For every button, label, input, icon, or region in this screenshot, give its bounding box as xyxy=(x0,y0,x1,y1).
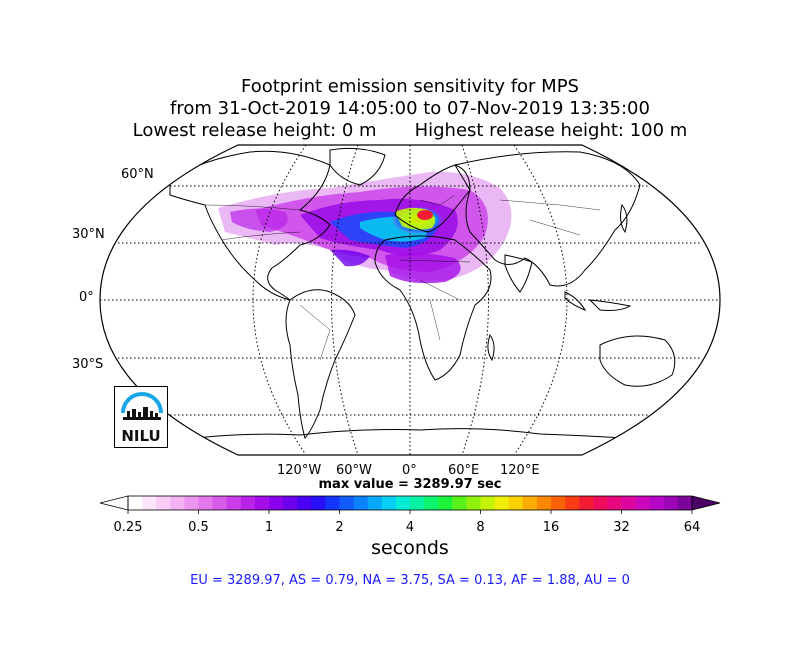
colorbar-cell xyxy=(170,496,185,510)
colorbar-cell xyxy=(565,496,580,510)
colorbar-label: seconds xyxy=(371,537,449,559)
colorbar-cell xyxy=(353,496,369,510)
colorbar-under-arrow xyxy=(99,495,129,511)
colorbar-tick-label: 16 xyxy=(542,520,560,535)
colorbar-cell xyxy=(254,496,270,510)
colorbar-cell xyxy=(635,496,651,510)
colorbar-cells xyxy=(128,496,693,510)
lat-label-0: 0° xyxy=(79,290,94,305)
nilu-logo: NILU xyxy=(114,386,168,448)
colorbar-tick-label: 32 xyxy=(613,520,630,535)
colorbar xyxy=(99,495,721,514)
colorbar-tick-label: 1 xyxy=(264,520,274,535)
colorbar-cell xyxy=(156,496,171,510)
colorbar-cell xyxy=(536,496,552,510)
lon-label-60e: 60°E xyxy=(448,463,480,478)
colorbar-cell xyxy=(381,496,397,510)
colorbar-cell xyxy=(297,496,312,510)
colorbar-over-arrow xyxy=(691,495,721,511)
lat-label-30n: 30°N xyxy=(72,227,105,242)
colorbar-cell xyxy=(184,496,199,510)
lon-label-120w: 120°W xyxy=(277,463,322,478)
map-globe xyxy=(99,144,721,456)
colorbar-cell xyxy=(395,496,411,510)
highest-release-height: Highest release height: 100 m xyxy=(414,120,688,141)
colorbar-cell xyxy=(410,496,425,510)
graticule xyxy=(100,145,720,455)
colorbar-cell xyxy=(325,496,340,510)
colorbar-tick-label: 0.25 xyxy=(113,520,143,535)
colorbar-cell xyxy=(480,496,495,510)
colorbar-cell xyxy=(438,496,453,510)
colorbar-cell xyxy=(367,496,383,510)
country-borders xyxy=(204,194,601,361)
lat-label-60n: 60°N xyxy=(121,167,154,182)
colorbar-cell xyxy=(466,496,481,510)
colorbar-cell xyxy=(522,496,538,510)
colorbar-cell xyxy=(142,496,157,510)
colorbar-tick-label: 0.5 xyxy=(188,520,209,535)
colorbar-cell xyxy=(128,496,143,510)
colorbar-cell xyxy=(452,496,467,510)
colorbar-cell xyxy=(339,496,354,510)
lon-label-120e: 120°E xyxy=(500,463,540,478)
lat-label-30s: 30°S xyxy=(72,357,104,372)
colorbar-cell xyxy=(607,496,622,510)
coastlines xyxy=(169,147,696,441)
colorbar-cell xyxy=(212,496,228,510)
colorbar-cell xyxy=(226,496,242,510)
colorbar-cell xyxy=(283,496,298,510)
colorbar-cell xyxy=(677,496,693,510)
colorbar-cell xyxy=(494,496,510,510)
colorbar-cell xyxy=(593,496,608,510)
colorbar-tick-marks xyxy=(127,510,693,514)
colorbar-cell xyxy=(621,496,636,510)
footprint-plume xyxy=(218,171,512,284)
colorbar-cell xyxy=(198,496,213,510)
colorbar-cell xyxy=(551,496,566,510)
colorbar-cell xyxy=(269,496,284,510)
colorbar-cell xyxy=(424,496,439,510)
colorbar-tick-label: 2 xyxy=(335,520,344,535)
nilu-logo-text: NILU xyxy=(121,427,161,445)
lowest-release-height: Lowest release height: 0 m xyxy=(132,120,377,141)
colorbar-tick-label: 4 xyxy=(405,520,415,535)
lon-label-60w: 60°W xyxy=(336,463,372,478)
colorbar-cell xyxy=(649,496,665,510)
plot-title-line-2: from 31-Oct-2019 14:05:00 to 07-Nov-2019… xyxy=(170,98,650,119)
colorbar-cell xyxy=(579,496,594,510)
colorbar-cell xyxy=(240,496,256,510)
lon-label-0: 0° xyxy=(402,463,417,478)
colorbar-tick-label: 64 xyxy=(683,520,701,535)
region-summary: EU = 3289.97, AS = 0.79, NA = 3.75, SA =… xyxy=(190,573,630,588)
colorbar-cell xyxy=(663,496,679,510)
max-value-label: max value = 3289.97 sec xyxy=(318,477,502,492)
plot-title-line-1: Footprint emission sensitivity for MPS xyxy=(241,76,579,97)
nilu-logo-graphic xyxy=(121,392,163,420)
colorbar-tick-label: 8 xyxy=(476,520,485,535)
plot-title-line-3: Lowest release height: 0 m Highest releas… xyxy=(0,119,800,142)
colorbar-cell xyxy=(508,496,524,510)
colorbar-cell xyxy=(311,496,326,510)
